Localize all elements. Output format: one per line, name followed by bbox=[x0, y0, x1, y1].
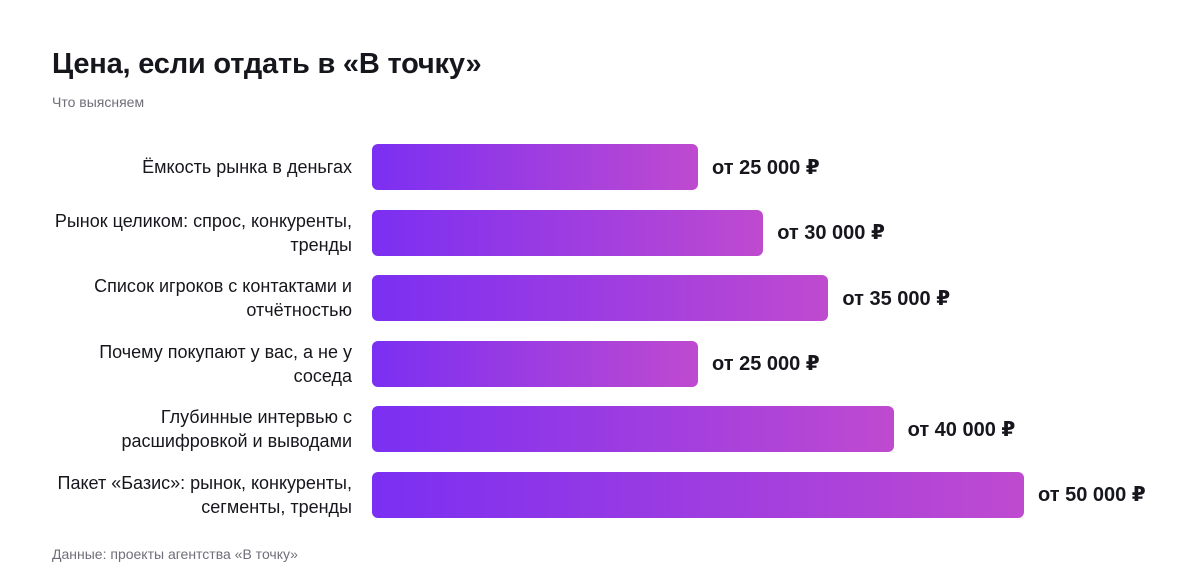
bar bbox=[372, 209, 764, 256]
category-label: Почему покупают у вас, а не у соседа bbox=[99, 341, 352, 386]
bar bbox=[372, 275, 829, 321]
bar bbox=[372, 471, 1024, 518]
bar bbox=[372, 144, 698, 190]
category-label: Ёмкость рынка в деньгах bbox=[142, 157, 352, 177]
chart-title: Цена, если отдать в «В точку» bbox=[52, 48, 482, 80]
value-label: от 40 000 ₽ bbox=[907, 418, 1016, 441]
value-label: от 30 000 ₽ bbox=[777, 222, 885, 244]
value-label: от 25 000 ₽ bbox=[712, 353, 820, 375]
bar bbox=[372, 340, 698, 387]
value-label: от 35 000 ₽ bbox=[842, 287, 951, 310]
data-source-note: Данные: проекты агентства «В точку» bbox=[52, 546, 298, 562]
value-label: от 25 000 ₽ bbox=[712, 156, 820, 179]
category-label: Пакет «Базис»: рынок, конкуренты, сегмен… bbox=[57, 472, 352, 517]
chart-subtitle: Что выясняем bbox=[52, 94, 145, 110]
category-label: Список игроков с контактами и отчётность… bbox=[94, 276, 352, 320]
bar bbox=[372, 406, 894, 452]
category-label: Глубинные интервью с расшифровкой и выво… bbox=[121, 407, 352, 451]
value-label: от 50 000 ₽ bbox=[1038, 484, 1146, 506]
category-label: Рынок целиком: спрос, конкуренты, тренды bbox=[54, 210, 352, 255]
